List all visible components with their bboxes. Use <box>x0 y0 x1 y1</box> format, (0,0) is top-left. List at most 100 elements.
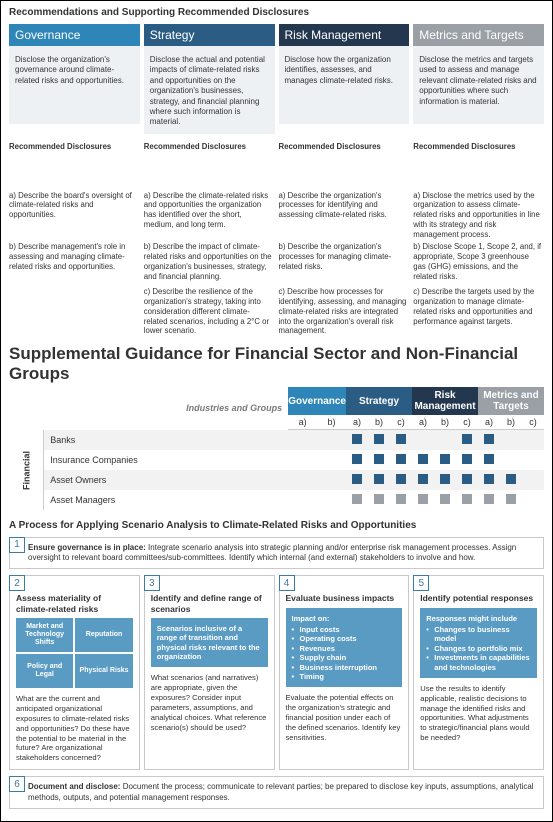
info-box-item: Changes to portfolio mix <box>426 644 531 653</box>
matrix-cell <box>288 430 317 450</box>
info-box: Impact on:Input costsOperating costsReve… <box>286 608 403 688</box>
matrix-sub-head: b) <box>434 415 456 430</box>
matrix-cell <box>522 450 544 470</box>
rd-head: Recommended Disclosures <box>279 142 410 184</box>
step-2: 2Assess materiality of climate-related r… <box>9 575 140 770</box>
matrix-cell <box>346 490 368 510</box>
matrix-cell <box>522 430 544 450</box>
matrix-group-head: Risk Management <box>412 387 478 415</box>
matrix-cell <box>368 450 390 470</box>
matrix-sub-head: c) <box>390 415 412 430</box>
matrix-cell <box>434 430 456 450</box>
rd-cell: c) Describe the resilience of the organi… <box>144 287 275 336</box>
matrix-cell <box>412 430 434 450</box>
matrix-cell <box>412 490 434 510</box>
rd-cell: b) Disclose Scope 1, Scope 2, and, if ap… <box>413 242 544 284</box>
matrix-sub-head: b) <box>317 415 346 430</box>
matrix-cell <box>368 490 390 510</box>
step-6-num: 6 <box>9 776 25 792</box>
matrix-cell <box>346 450 368 470</box>
matrix-cell <box>478 490 500 510</box>
rd-cell: c) Describe how processes for identifyin… <box>279 287 410 336</box>
rd-cell: a) Describe the organization's processes… <box>279 191 410 240</box>
step-1: 1 Ensure governance is in place: Integra… <box>9 537 544 570</box>
rd-head: Recommended Disclosures <box>9 142 140 184</box>
info-box-item: Revenues <box>292 644 397 653</box>
matrix-sub-head: c) <box>522 415 544 430</box>
matrix-cell <box>288 470 317 490</box>
rd-head: Recommended Disclosures <box>413 142 544 184</box>
matrix-cell <box>368 430 390 450</box>
info-box-item: Business interruption <box>292 663 397 672</box>
rd-head: Recommended Disclosures <box>144 142 275 184</box>
step-title: Identify and define range of scenarios <box>151 593 268 613</box>
info-box: Scenarios inclusive of a range of transi… <box>151 618 268 668</box>
matrix-cell <box>456 490 478 510</box>
matrix-cell <box>412 450 434 470</box>
matrix-cell <box>390 450 412 470</box>
pillar-desc: Disclose the organization's governance a… <box>9 46 140 124</box>
pillar-row: GovernanceDisclose the organization's go… <box>9 24 544 134</box>
matrix-cell <box>390 490 412 510</box>
matrix-sub-head: c) <box>456 415 478 430</box>
pillar-met: Metrics and TargetsDisclose the metrics … <box>413 24 544 134</box>
pillar-head: Governance <box>9 24 140 46</box>
step-6: 6 Document and disclose: Document the pr… <box>9 776 544 809</box>
info-box-item: Supply chain <box>292 653 397 662</box>
step-body: Use the results to identify applicable, … <box>420 684 537 743</box>
pillar-desc: Disclose the metrics and targets used to… <box>413 46 544 124</box>
info-box-item: Changes to business model <box>426 625 531 644</box>
rd-row: b) Describe management's role in assessi… <box>9 242 544 284</box>
matrix-sub-head: b) <box>500 415 522 430</box>
matrix-cell <box>478 430 500 450</box>
step-6-bold: Document and disclose: <box>28 782 120 791</box>
matrix-cell <box>456 470 478 490</box>
pillar-risk: Risk ManagementDisclose how the organiza… <box>279 24 410 134</box>
info-box-item: Operating costs <box>292 634 397 643</box>
section1-title: Recommendations and Supporting Recommend… <box>9 7 544 18</box>
matrix-cell <box>317 470 346 490</box>
step-num: 3 <box>144 575 160 591</box>
pillar-strat: StrategyDisclose the actual and potentia… <box>144 24 275 134</box>
step-1-bold: Ensure governance is in place: <box>28 543 146 552</box>
rd-header-row: Recommended DisclosuresRecommended Discl… <box>9 134 544 188</box>
matrix-cell <box>500 430 522 450</box>
matrix-cell <box>478 450 500 470</box>
step-num: 4 <box>279 575 295 591</box>
matrix-sub-head: a) <box>346 415 368 430</box>
step-columns: 2Assess materiality of climate-related r… <box>9 575 544 770</box>
rd-cell: a) Disclose the metrics used by the orga… <box>413 191 544 240</box>
matrix-group-head: Governance <box>288 387 346 415</box>
step-5: 5Identify potential responsesResponses m… <box>413 575 544 770</box>
matrix-cell <box>288 490 317 510</box>
rd-cell: b) Describe the organization's processes… <box>279 242 410 284</box>
quad-cell: Physical Risks <box>75 654 132 688</box>
matrix-cell <box>500 470 522 490</box>
matrix-cell <box>478 470 500 490</box>
info-box-title: Responses might include <box>426 614 531 623</box>
rd-row: c) Describe the resilience of the organi… <box>9 287 544 336</box>
matrix-cell <box>500 490 522 510</box>
matrix-cell <box>390 470 412 490</box>
matrix-cell <box>317 450 346 470</box>
rd-cell: b) Describe management's role in assessi… <box>9 242 140 284</box>
pillar-head: Risk Management <box>279 24 410 46</box>
info-box-item: Input costs <box>292 625 397 634</box>
matrix-cell <box>346 470 368 490</box>
section3-title: A Process for Applying Scenario Analysis… <box>9 520 544 531</box>
quad-cell: Policy and Legal <box>16 654 73 688</box>
matrix-sub-head: a) <box>288 415 317 430</box>
matrix-cell <box>434 470 456 490</box>
matrix-cell <box>412 470 434 490</box>
matrix-cell <box>456 450 478 470</box>
matrix-row-label: Asset Owners <box>44 470 288 490</box>
info-box-item: Investments in capabilities and technolo… <box>426 653 531 672</box>
section-recommendations: Recommendations and Supporting Recommend… <box>9 7 544 336</box>
info-box-item: Timing <box>292 672 397 681</box>
step-title: Assess materiality of climate-related ri… <box>16 593 133 613</box>
guidance-matrix: Industries and GroupsGovernanceStrategyR… <box>9 387 544 510</box>
matrix-cell <box>434 450 456 470</box>
rd-cell: a) Describe the climate-related risks an… <box>144 191 275 240</box>
pillar-desc: Disclose how the organization identifies… <box>279 46 410 124</box>
matrix-cell <box>288 450 317 470</box>
